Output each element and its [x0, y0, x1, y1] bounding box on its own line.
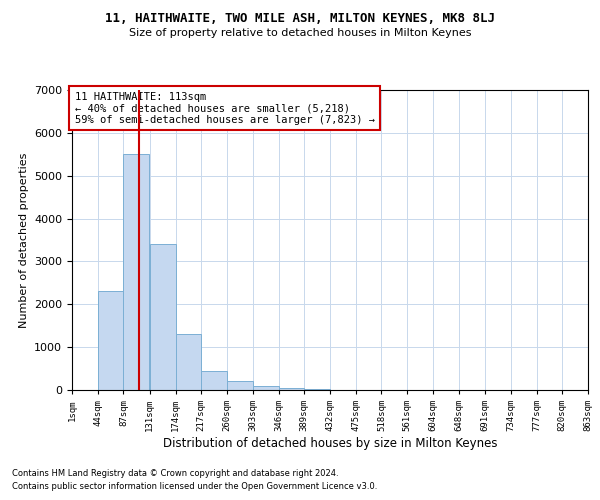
Bar — [201, 370, 227, 390]
Bar — [150, 244, 176, 390]
X-axis label: Distribution of detached houses by size in Milton Keynes: Distribution of detached houses by size … — [163, 437, 497, 450]
Bar — [124, 154, 149, 390]
Bar — [304, 389, 330, 390]
Bar — [278, 388, 304, 390]
Y-axis label: Number of detached properties: Number of detached properties — [19, 152, 29, 328]
Text: 11 HAITHWAITE: 113sqm
← 40% of detached houses are smaller (5,218)
59% of semi-d: 11 HAITHWAITE: 113sqm ← 40% of detached … — [74, 92, 374, 124]
Text: Contains public sector information licensed under the Open Government Licence v3: Contains public sector information licen… — [12, 482, 377, 491]
Bar — [98, 292, 124, 390]
Text: 11, HAITHWAITE, TWO MILE ASH, MILTON KEYNES, MK8 8LJ: 11, HAITHWAITE, TWO MILE ASH, MILTON KEY… — [105, 12, 495, 26]
Bar — [176, 334, 201, 390]
Bar — [253, 386, 278, 390]
Bar — [227, 382, 253, 390]
Text: Size of property relative to detached houses in Milton Keynes: Size of property relative to detached ho… — [129, 28, 471, 38]
Text: Contains HM Land Registry data © Crown copyright and database right 2024.: Contains HM Land Registry data © Crown c… — [12, 468, 338, 477]
